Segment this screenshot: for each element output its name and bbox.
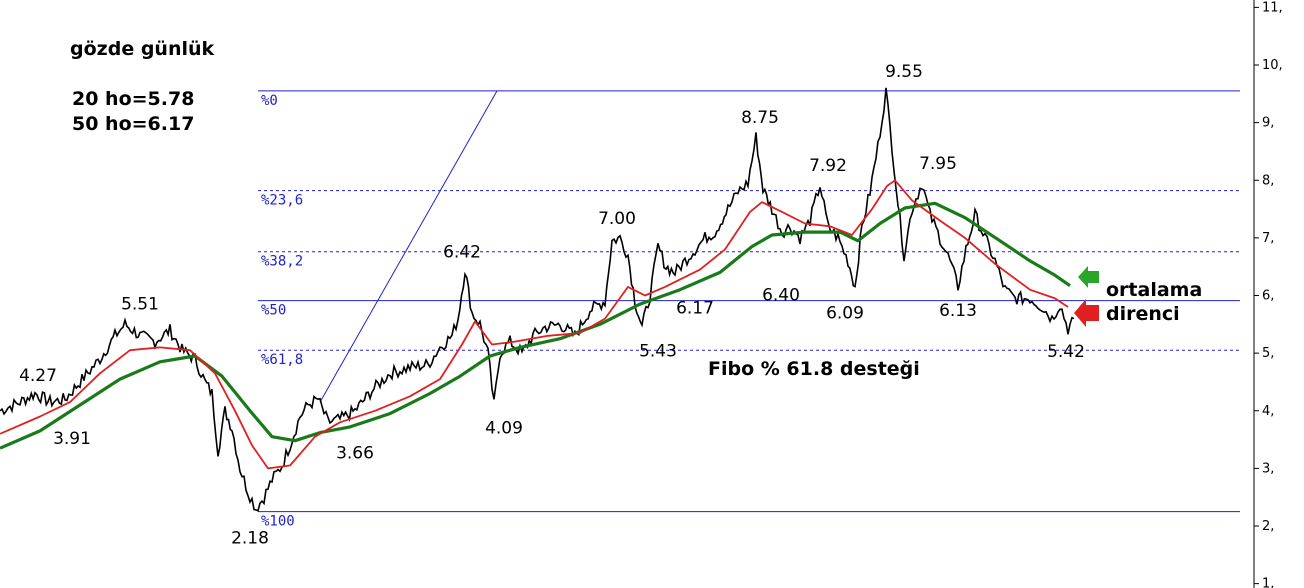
price-label: 4.27 [19,366,57,386]
price-label: 4.09 [485,419,523,439]
fibo-level-label: %38,2 [261,254,303,270]
ma50-note: 50 ho=6.17 [72,113,195,135]
y-tick-label: 3, [1262,461,1274,476]
ma50-series [0,201,1071,450]
ma20-series [0,179,1069,470]
fibo-level-label: %0 [261,93,278,109]
price-label: 6.09 [826,303,864,323]
y-tick-label: 6, [1262,289,1274,304]
price-label: 3.66 [336,443,374,463]
y-tick-label: 5, [1262,346,1274,361]
price-labels: 4.27 3.91 5.51 2.18 3.66 6.42 4.09 7.00 5.43 6.17… [19,62,1085,549]
price-label: 2.18 [231,529,269,549]
resistance-note-line2: direnci [1106,303,1180,325]
price-label: 6.40 [762,285,800,305]
price-label: 5.43 [639,341,677,361]
fibo-level-label: %23,6 [261,193,303,209]
trendline [319,90,498,403]
y-tick-label: 7, [1262,231,1274,246]
y-tick-label: 11, [1262,0,1283,15]
fibo-level-label: %50 [261,303,286,319]
y-tick-label: 10, [1262,58,1283,73]
price-label: 9.55 [885,62,923,82]
y-tick-label: 4, [1262,404,1274,419]
ma50-line [0,201,1071,450]
red-arrow-icon [1074,299,1099,327]
fibo-support-note: Fibo % 61.8 desteği [708,358,920,380]
y-axis: 1, 2, 3, 4, 5, 6, 7, 8, 9, 10, 11, [1253,0,1283,588]
price-label: 6.17 [676,299,714,319]
fibo-level-label: %61,8 [261,352,303,368]
arrows [1074,266,1099,327]
y-tick-label: 9, [1262,116,1274,131]
price-label: 5.51 [121,295,159,315]
price-label: 5.42 [1047,342,1085,362]
ma20-line [0,179,1069,470]
price-label: 7.92 [809,156,847,176]
price-label: 6.42 [443,242,481,262]
ma20-note: 20 ho=5.78 [72,88,195,110]
chart-title: gözde günlük [70,38,215,60]
price-label: 6.13 [939,301,977,321]
price-series [0,87,1075,512]
price-line [0,87,1075,512]
fibonacci-levels: %0 %23,6 %38,2 %50 %61,8 %100 [258,90,1240,530]
y-tick-label: 8, [1262,173,1274,188]
price-label: 3.91 [53,429,91,449]
resistance-note-line1: ortalama [1106,279,1202,301]
price-label: 8.75 [741,108,779,128]
y-tick-label: 2, [1262,519,1274,534]
price-label: 7.00 [598,209,636,229]
price-label: 7.95 [919,154,957,174]
y-tick-label: 1, [1262,577,1274,588]
trendline-layer [319,90,498,403]
fibo-level-label: %100 [261,514,295,530]
green-arrow-icon [1078,266,1099,288]
